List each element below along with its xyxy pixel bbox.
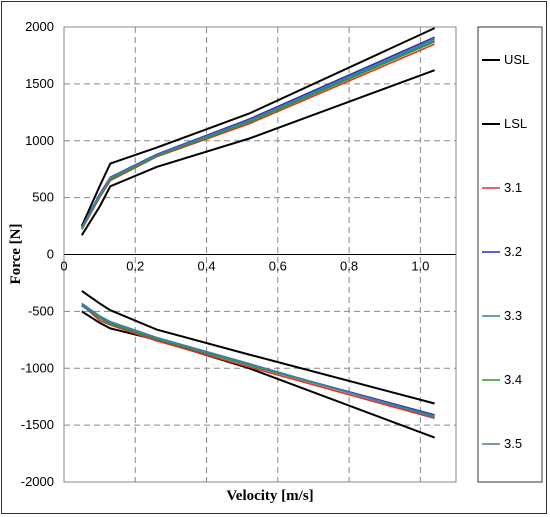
series-line-USL-compression	[81, 310, 435, 439]
x-tick-label: 0.8	[340, 259, 358, 274]
legend: USL LSL 3.1 3.2 3.3 3.4 3.5	[482, 52, 529, 451]
series-line-3-5-compression	[81, 304, 435, 418]
series-line-LSL-rebound	[80, 69, 435, 236]
legend-label: USL	[504, 52, 529, 67]
series-group	[80, 27, 436, 439]
y-tick-label: 500	[32, 190, 54, 205]
y-tick-label: -1000	[21, 360, 54, 375]
legend-label: 3.3	[504, 308, 522, 323]
series-line-3-1-compression	[81, 304, 435, 420]
y-tick-label: 2000	[25, 19, 54, 34]
y-tick-label: 0	[47, 247, 54, 262]
x-tick-label: 0.6	[269, 259, 287, 274]
y-tick-label: 1000	[25, 133, 54, 148]
x-tick-labels: 0 0.2 0.4 0.6 0.8 1.0	[60, 259, 429, 274]
y-tick-labels: 2000 1500 1000 500 0 -500 -1000 -1500 -2000	[21, 19, 54, 489]
y-tick-label: -500	[28, 303, 54, 318]
x-axis-title: Velocity [m/s]	[226, 488, 313, 504]
x-tick-label: 0.2	[126, 259, 144, 274]
legend-label: 3.5	[504, 436, 522, 451]
legend-label: 3.4	[504, 372, 522, 387]
legend-label: 3.2	[504, 244, 522, 259]
x-tick-label: 0.4	[198, 259, 216, 274]
y-tick-label: -2000	[21, 474, 54, 489]
legend-label: 3.1	[504, 180, 522, 195]
series-line-USL-rebound	[80, 27, 436, 227]
y-tick-label: -1500	[21, 417, 54, 432]
y-tick-label: 1500	[25, 76, 54, 91]
x-tick-label: 1.0	[411, 259, 429, 274]
y-axis-title: Force [N]	[8, 224, 24, 285]
x-tick-label: 0	[60, 259, 67, 274]
series-line-3-5-rebound	[81, 38, 435, 229]
series-line-LSL-compression	[81, 290, 435, 405]
legend-label: LSL	[504, 116, 527, 131]
legend-box	[477, 26, 543, 483]
